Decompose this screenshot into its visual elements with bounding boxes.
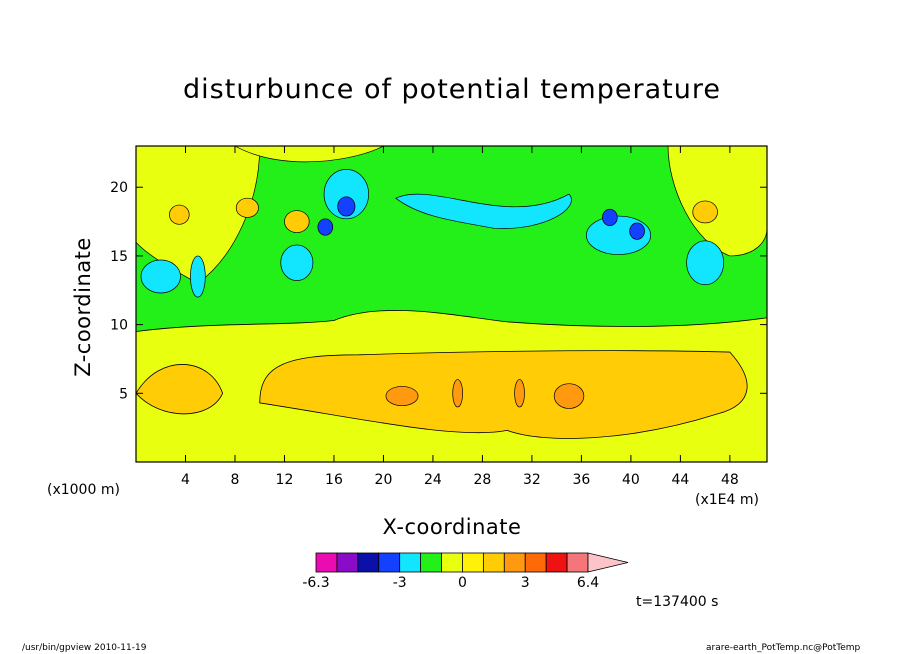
x-tick-label-44: 44 [671, 472, 689, 488]
cold-cell-5 [190, 255, 206, 298]
x-tick-label-48: 48 [721, 472, 739, 488]
x-tick-label-16: 16 [325, 472, 343, 488]
x-tick-label-24: 24 [424, 472, 442, 488]
x-tick-label-8: 8 [231, 472, 240, 488]
colorbar-bin-10 [524, 552, 547, 573]
warm-aloft-cell-3 [284, 210, 310, 233]
x-tick-label-32: 32 [523, 472, 541, 488]
cold-cell-0 [323, 169, 369, 220]
y-tick-label-5: 5 [119, 386, 128, 402]
x-tick-label-12: 12 [276, 472, 294, 488]
colorbar-extend-arrow [587, 552, 629, 573]
y-tick-label-10: 10 [110, 318, 128, 334]
colorbar-bin-4 [399, 552, 422, 573]
colorbar-bin-2 [357, 552, 380, 573]
colorbar-bin-7 [462, 552, 484, 573]
colorbar-bin-9 [503, 552, 526, 573]
x-axis: 4 8 12 16 20 24 28 32 36 40 44 48 [181, 146, 739, 488]
x-axis-unit: (x1E4 m) [695, 492, 759, 508]
x-tick-label-36: 36 [572, 472, 590, 488]
colorbar-bin-0 [315, 552, 338, 573]
y-axis: 5 10 15 20 [110, 180, 767, 402]
colorbar-label-3: 3 [521, 575, 530, 591]
y-axis-unit: (x1000 m) [47, 482, 120, 498]
deep-cold-cell-1 [317, 218, 334, 236]
colorbar: -6.3 -3 0 3 6.4 [302, 552, 629, 591]
colorbar-bin-1 [336, 552, 359, 573]
x-tick-label-4: 4 [181, 472, 190, 488]
footer-program-date: /usr/bin/gpview 2010-11-19 [22, 643, 147, 653]
warm-cell-3 [514, 379, 525, 408]
region-yellow-left-upper [136, 146, 261, 284]
cold-cell-3 [686, 240, 725, 286]
warm-aloft-cell-1 [692, 200, 718, 224]
cold-cell-4 [140, 259, 181, 294]
colorbar-bin-6 [441, 552, 463, 573]
colorbar-bin-11 [545, 552, 568, 573]
y-tick-label-20: 20 [110, 180, 128, 196]
colorbar-bin-8 [482, 552, 505, 573]
warm-cell-1 [553, 383, 585, 409]
deep-cold-cell-0 [337, 196, 356, 217]
footer-source-file: arare-earth_PotTemp.nc@PotTemp [706, 643, 861, 653]
x-tick-label-40: 40 [622, 472, 640, 488]
cold-cell-1 [280, 244, 314, 281]
plot-frame [135, 145, 768, 463]
warm-cell-2 [452, 379, 463, 408]
x-axis-label: X-coordinate [382, 515, 522, 539]
colorbar-label-4: 6.4 [577, 575, 599, 591]
warm-aloft-cell-2 [169, 204, 190, 225]
contour-field [136, 146, 767, 462]
warm-aloft-cell-0 [235, 197, 259, 218]
x-tick-label-28: 28 [474, 472, 492, 488]
deep-cold-cell-3 [629, 222, 645, 240]
colorbar-label-0: -6.3 [302, 575, 329, 591]
colorbar-bin-12 [566, 552, 589, 573]
x-tick-label-20: 20 [375, 472, 393, 488]
colorbar-label-1: -3 [393, 575, 407, 591]
region-yellow-top [234, 146, 385, 163]
y-tick-label-15: 15 [110, 249, 128, 265]
y-axis-label: Z-coordinate [71, 237, 95, 377]
warm-cell-0 [385, 386, 419, 407]
region-orange-core [259, 350, 748, 439]
colorbar-label-2: 0 [458, 575, 467, 591]
time-label: t=137400 s [636, 594, 719, 610]
chart-title: disturbunce of potential temperature [183, 74, 721, 105]
region-orange-left [136, 364, 224, 415]
colorbar-bin-3 [378, 552, 401, 573]
colorbar-bin-5 [420, 552, 442, 573]
deep-cold-cell-2 [602, 208, 618, 227]
region-cyan-band [395, 193, 572, 229]
